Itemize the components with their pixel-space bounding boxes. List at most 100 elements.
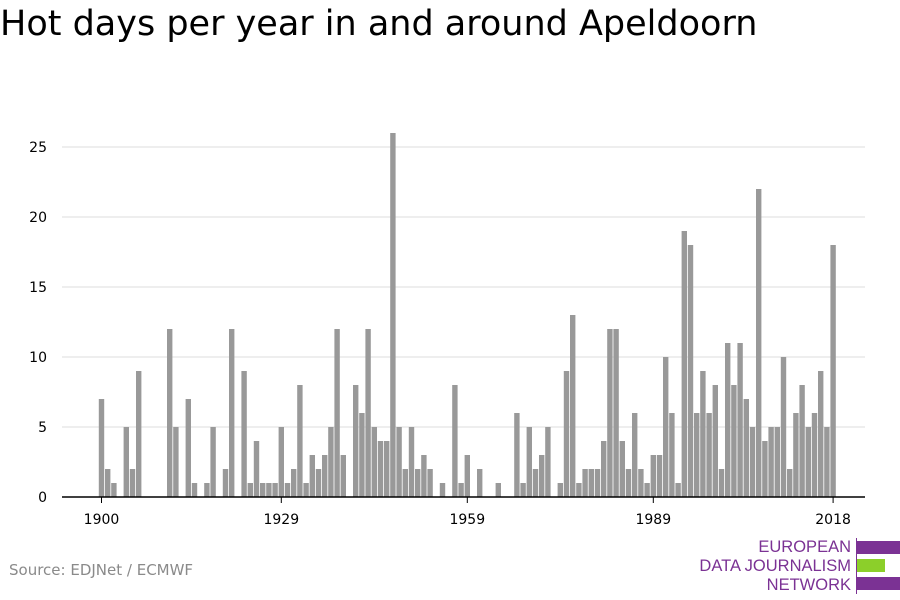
bar-2001 [725, 343, 731, 497]
bar-1932 [297, 385, 303, 497]
bar-1953 [427, 469, 433, 497]
bar-1971 [539, 455, 545, 497]
bar-2005 [749, 427, 756, 497]
bar-1945 [377, 441, 384, 497]
bar-1937 [328, 427, 334, 497]
bar-1915 [191, 483, 198, 497]
bar-1959 [464, 455, 470, 497]
bar-2003 [737, 343, 743, 497]
bar-1980 [594, 469, 601, 497]
y-tick-label-0: 0 [38, 490, 47, 506]
bar-1921 [229, 329, 235, 497]
logo-text: EUROPEAN DATA JOURNALISM NETWORK [699, 538, 851, 595]
bar-1972 [545, 427, 551, 497]
bar-1949 [402, 469, 408, 497]
bar-1942 [359, 413, 365, 497]
source-note: Source: EDJNet / ECMWF [9, 561, 194, 579]
bar-1933 [303, 483, 309, 497]
bar-1944 [371, 427, 377, 497]
bar-1924 [247, 483, 253, 497]
y-tick-label-10: 10 [29, 350, 47, 366]
bar-1931 [291, 469, 297, 497]
bar-1969 [526, 427, 532, 497]
bar-2002 [731, 385, 737, 497]
bar-1906 [136, 371, 142, 497]
bar-2006 [756, 189, 762, 497]
y-tick-label-5: 5 [38, 420, 47, 436]
bar-1986 [632, 413, 638, 497]
bar-2009 [774, 427, 780, 497]
bar-1976 [570, 315, 576, 497]
bar-1925 [253, 441, 260, 497]
bar-2008 [768, 427, 774, 497]
bar-1904 [123, 427, 129, 497]
gridlines [62, 146, 865, 428]
bar-2010 [780, 357, 787, 497]
bar-1911 [167, 329, 173, 497]
bar-1964 [495, 483, 501, 497]
y-axis-tick-labels: 0 5 10 15 20 25 [29, 140, 47, 506]
logo-line-1: EUROPEAN [758, 538, 851, 556]
bar-1901 [105, 469, 111, 497]
bar-1978 [582, 469, 588, 497]
bar-1999 [712, 385, 718, 497]
bar-2014 [805, 427, 811, 497]
bar-1984 [619, 441, 625, 497]
bar-chart: 0 5 10 15 20 25 1900 1929 1959 1989 2018 [29, 133, 865, 528]
bar-1928 [272, 483, 278, 497]
bar-2017 [824, 427, 830, 497]
logo-bar-top [857, 541, 900, 554]
bar-1961 [477, 469, 483, 497]
bar-1989 [650, 455, 656, 497]
bar-1993 [675, 483, 681, 497]
logo-bar-bottom [857, 577, 900, 590]
bar-1926 [260, 483, 266, 497]
logo-divider [856, 538, 857, 594]
bar-2015 [811, 413, 818, 497]
bar-1939 [340, 455, 346, 497]
bar-1988 [644, 483, 650, 497]
bar-2012 [793, 413, 799, 497]
bar-1923 [241, 371, 247, 497]
y-tick-label-15: 15 [29, 280, 47, 296]
bar-1902 [111, 483, 117, 497]
bar-2007 [762, 441, 768, 497]
bar-1920 [222, 469, 229, 497]
bar-1934 [309, 455, 315, 497]
bar-1936 [322, 455, 328, 497]
bar-1938 [334, 329, 340, 497]
x-axis-ticks [101, 497, 834, 503]
bar-1929 [278, 427, 284, 497]
bar-1952 [421, 455, 427, 497]
bar-2011 [787, 469, 793, 497]
bar-1946 [384, 441, 390, 497]
bar-1950 [408, 427, 415, 497]
chart-title: Hot days per year in and around Apeldoor… [0, 4, 758, 44]
bar-1958 [458, 483, 464, 497]
bar-1970 [532, 469, 539, 497]
bar-1927 [266, 483, 272, 497]
bar-1991 [663, 357, 669, 497]
edjnet-logo: EUROPEAN DATA JOURNALISM NETWORK [699, 538, 900, 595]
bar-1997 [700, 371, 706, 497]
y-tick-label-25: 25 [29, 140, 47, 156]
x-tick-label-1959: 1959 [449, 512, 485, 528]
x-tick-label-1900: 1900 [84, 512, 120, 528]
x-tick-label-2018: 2018 [815, 512, 851, 528]
x-tick-label-1989: 1989 [635, 512, 671, 528]
bar-1943 [365, 329, 371, 497]
bar-1918 [210, 427, 216, 497]
y-tick-label-20: 20 [29, 210, 47, 226]
bar-1941 [353, 385, 359, 497]
bar-2016 [818, 371, 824, 497]
bar-1983 [613, 329, 619, 497]
logo-line-2: DATA JOURNALISM [699, 557, 851, 575]
bar-1947 [390, 133, 396, 497]
bar-2004 [743, 399, 749, 497]
bar-1948 [396, 427, 402, 497]
bar-1996 [694, 413, 700, 497]
bar-1982 [607, 329, 613, 497]
bar-1994 [681, 231, 687, 497]
bar-1975 [563, 371, 570, 497]
bar-2018 [830, 245, 836, 497]
